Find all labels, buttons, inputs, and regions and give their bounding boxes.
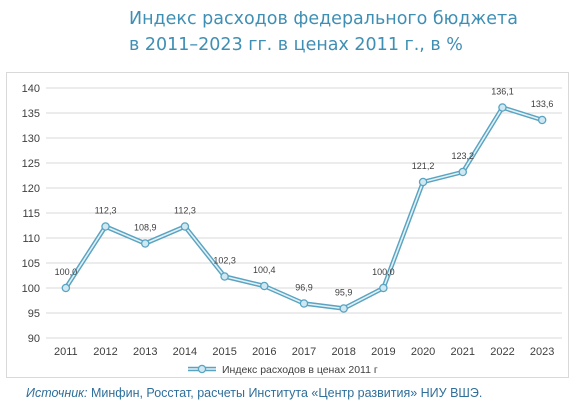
x-tick-label-2020: 2020 <box>411 346 435 358</box>
legend-marker <box>197 364 207 374</box>
chart-title-line-2: в 2011–2023 гг. в ценах 2011 г., в % <box>129 35 463 55</box>
data-point-2020 <box>418 177 428 187</box>
y-tick-label-90: 90 <box>28 333 40 345</box>
source-label: Источник: <box>26 386 88 400</box>
series-markers <box>61 103 547 313</box>
x-tick-label-2013: 2013 <box>133 346 157 358</box>
data-label-2023: 133,6 <box>531 99 554 109</box>
data-point-2017 <box>299 299 309 308</box>
y-tick-label-100: 100 <box>22 283 40 295</box>
y-tick-label-120: 120 <box>22 183 40 195</box>
data-point-2014 <box>180 222 190 231</box>
x-tick-label-2023: 2023 <box>530 346 554 358</box>
data-point-2022 <box>498 103 507 112</box>
data-label-2020: 121,2 <box>412 161 435 171</box>
data-labels: 100,0 112,3 108,9 112,3 102,3 100,4 96,9 95,9 10… <box>55 87 554 298</box>
data-point-2013 <box>140 239 150 248</box>
y-tick-label-130: 130 <box>22 133 40 145</box>
x-tick-label-2011: 2011 <box>54 346 78 358</box>
y-tick-label-95: 95 <box>28 308 40 320</box>
chart-panel <box>6 72 569 378</box>
data-label-2017: 96,9 <box>295 283 313 293</box>
data-label-2015: 102,3 <box>213 256 236 266</box>
y-tick-label-110: 110 <box>22 233 40 245</box>
data-point-2018 <box>339 304 348 313</box>
x-tick-label-2021: 2021 <box>451 346 475 358</box>
x-tick-label-2022: 2022 <box>490 346 514 358</box>
x-axis-labels: 2011 2012 2013 2014 2015 2016 2017 2018 2019 2020… <box>54 346 554 358</box>
y-tick-label-140: 140 <box>22 83 40 95</box>
x-tick-label-2016: 2016 <box>252 346 276 358</box>
data-label-2018: 95,9 <box>335 288 353 298</box>
data-label-2012: 112,3 <box>95 206 117 216</box>
data-label-2013: 108,9 <box>134 223 157 233</box>
data-label-2016: 100,4 <box>253 265 276 275</box>
source-text: Минфин, Росстат, расчеты Института «Цент… <box>87 386 483 400</box>
y-tick-label-115: 115 <box>22 208 40 220</box>
chart-title: Индекс расходов федерального бюджета в 2… <box>129 6 569 58</box>
legend: Индекс расходов в ценах 2011 г <box>188 364 378 376</box>
data-label-2022: 136,1 <box>491 87 514 97</box>
legend-label: Индекс расходов в ценах 2011 г <box>222 364 378 376</box>
y-tick-label-125: 125 <box>22 158 40 170</box>
data-label-2021: 123,2 <box>452 151 475 161</box>
data-point-2011 <box>61 283 71 293</box>
x-tick-label-2017: 2017 <box>292 346 316 358</box>
data-point-2012 <box>101 222 110 231</box>
chart-title-line-1: Индекс расходов федерального бюджета <box>129 9 518 29</box>
y-tick-label-105: 105 <box>22 258 40 270</box>
x-tick-label-2015: 2015 <box>212 346 236 358</box>
x-tick-label-2018: 2018 <box>331 346 355 358</box>
source-note: Источник: Минфин, Росстат, расчеты Инсти… <box>26 386 566 400</box>
data-point-2015 <box>220 272 229 281</box>
data-point-2019 <box>379 283 388 293</box>
grid-lines <box>46 87 562 339</box>
data-label-2014: 112,3 <box>174 206 196 216</box>
data-point-2023 <box>537 115 547 125</box>
data-label-2011: 100,0 <box>55 267 78 277</box>
data-label-2019: 100,0 <box>372 267 395 277</box>
data-point-2016 <box>260 281 269 291</box>
y-tick-label-135: 135 <box>22 108 40 120</box>
data-point-2021 <box>458 167 468 177</box>
x-tick-label-2012: 2012 <box>93 346 117 358</box>
x-tick-label-2014: 2014 <box>173 346 197 358</box>
x-tick-label-2019: 2019 <box>371 346 395 358</box>
y-axis-labels: 90 95 100 105 110 115 120 125 130 135 140 <box>22 83 40 345</box>
